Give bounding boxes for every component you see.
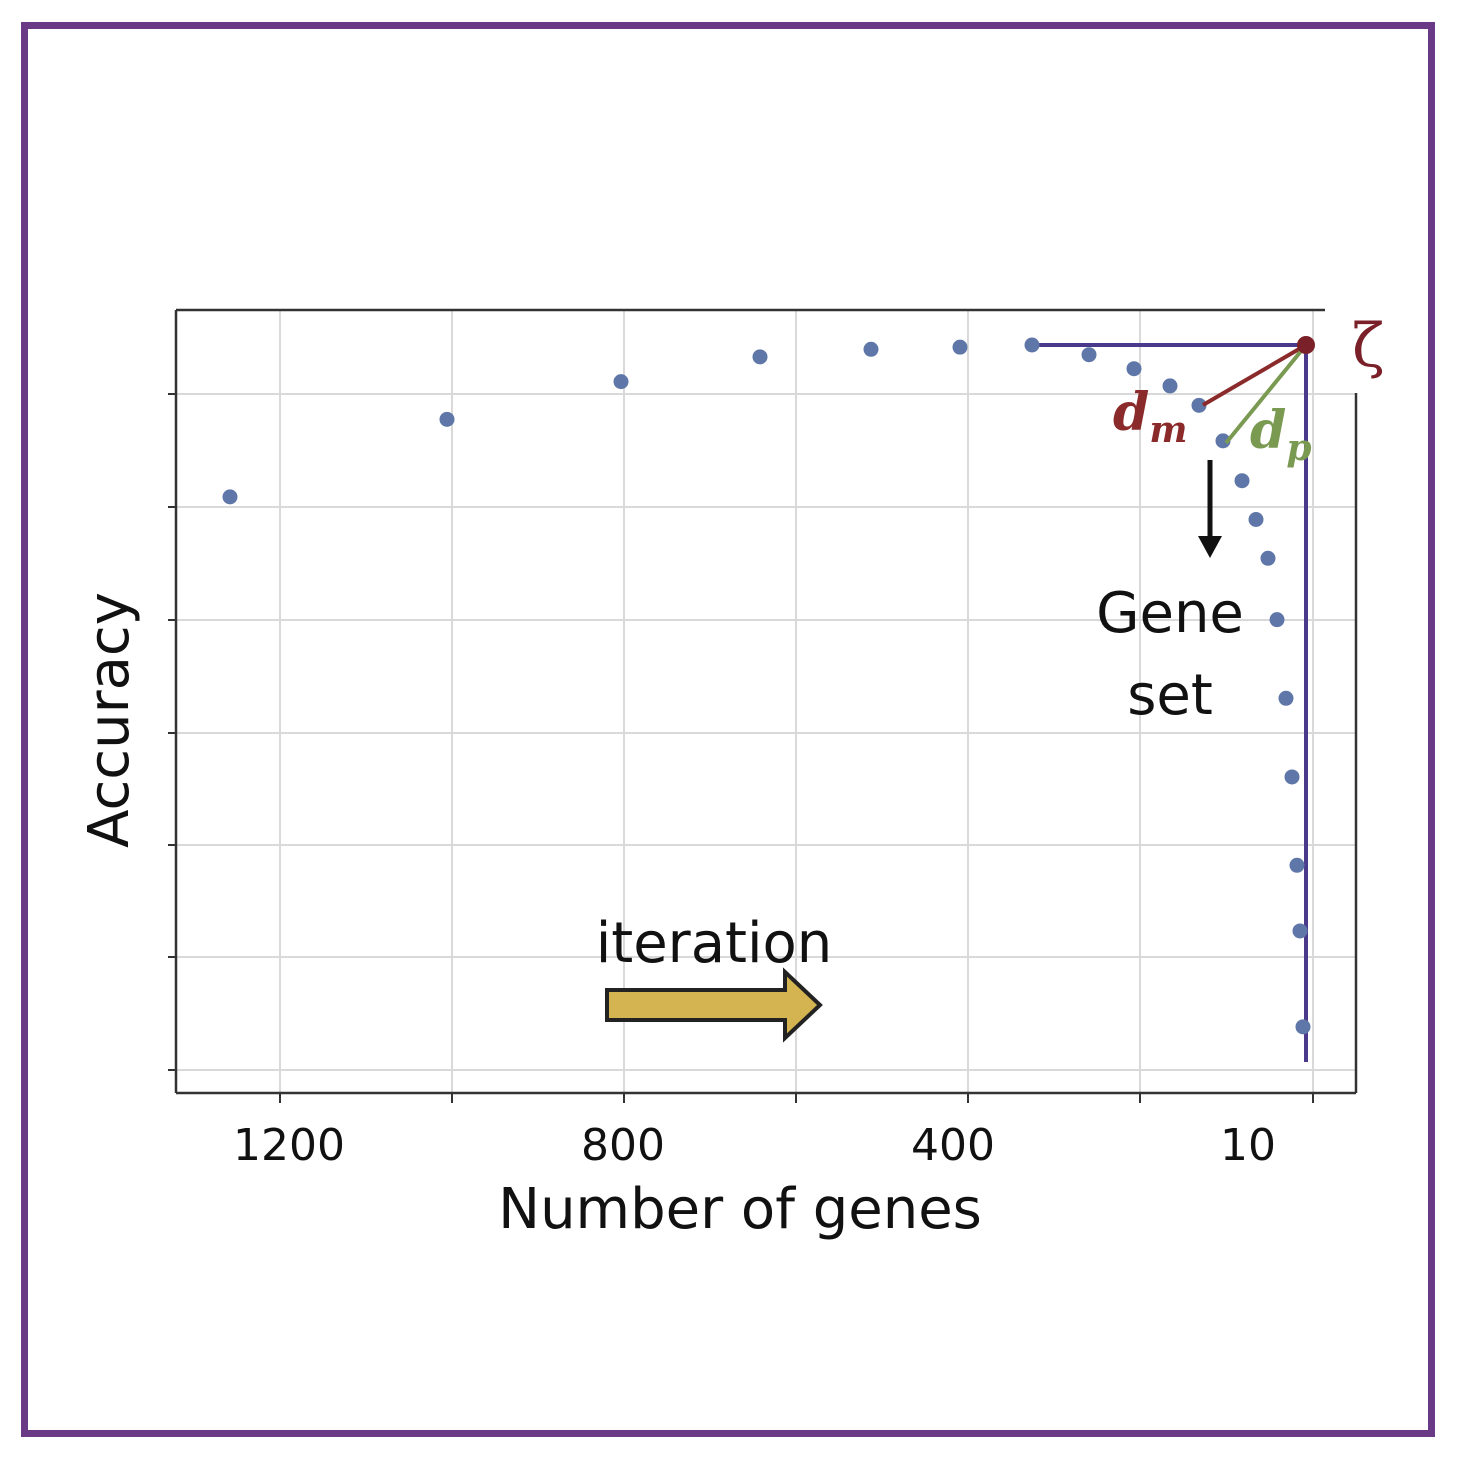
y-axis-title: Accuracy bbox=[77, 592, 142, 848]
x-axis-title: Number of genes bbox=[498, 1177, 982, 1242]
data-point bbox=[613, 374, 629, 390]
gene-set-arrow-head bbox=[1198, 536, 1222, 558]
dm-letter: d bbox=[1113, 382, 1149, 443]
data-point bbox=[1162, 378, 1178, 394]
iteration-arrow bbox=[605, 967, 823, 1043]
iteration-label: iteration bbox=[596, 911, 833, 976]
data-point bbox=[439, 411, 455, 427]
data-point bbox=[1234, 473, 1250, 489]
data-point bbox=[952, 339, 968, 355]
data-point bbox=[752, 349, 768, 365]
dp-subscript: p bbox=[1286, 427, 1311, 469]
data-point bbox=[1260, 550, 1276, 566]
dm-subscript: m bbox=[1149, 409, 1187, 451]
data-point bbox=[1024, 337, 1040, 353]
x-tick-label: 400 bbox=[911, 1120, 995, 1171]
data-point bbox=[1215, 433, 1231, 449]
dp-label: dp bbox=[1250, 400, 1312, 469]
dm-label: dm bbox=[1113, 382, 1187, 451]
data-point bbox=[222, 489, 238, 505]
data-point bbox=[1292, 923, 1308, 939]
zeta-label: ζ bbox=[1352, 311, 1385, 381]
data-point bbox=[1289, 857, 1305, 873]
x-ticks: 1200 800 400 10 bbox=[233, 1093, 1314, 1171]
axes bbox=[174, 308, 1358, 1095]
data-point bbox=[1295, 1019, 1311, 1035]
y-ticks bbox=[168, 393, 176, 1071]
x-tick-label: 10 bbox=[1220, 1120, 1276, 1171]
dp-letter: d bbox=[1250, 400, 1286, 461]
data-point bbox=[1081, 347, 1097, 363]
x-tick-label: 800 bbox=[581, 1120, 665, 1171]
figure-border bbox=[21, 22, 1435, 1437]
dp-distance-line bbox=[1224, 343, 1308, 445]
data-point bbox=[1126, 361, 1142, 377]
dm-distance-line bbox=[1201, 343, 1308, 407]
data-point bbox=[1278, 690, 1294, 706]
gene-set-label-line2: set bbox=[1127, 663, 1213, 728]
data-points bbox=[222, 337, 1311, 1035]
zeta-reference-point bbox=[1297, 336, 1315, 354]
data-point bbox=[1191, 397, 1207, 413]
gene-set-label-line1: Gene bbox=[1096, 581, 1244, 646]
x-tick-label: 1200 bbox=[233, 1120, 345, 1171]
grid bbox=[176, 310, 1356, 1093]
data-point bbox=[1248, 511, 1264, 527]
data-point bbox=[863, 341, 879, 357]
data-point bbox=[1269, 612, 1285, 628]
data-point bbox=[1284, 769, 1300, 785]
